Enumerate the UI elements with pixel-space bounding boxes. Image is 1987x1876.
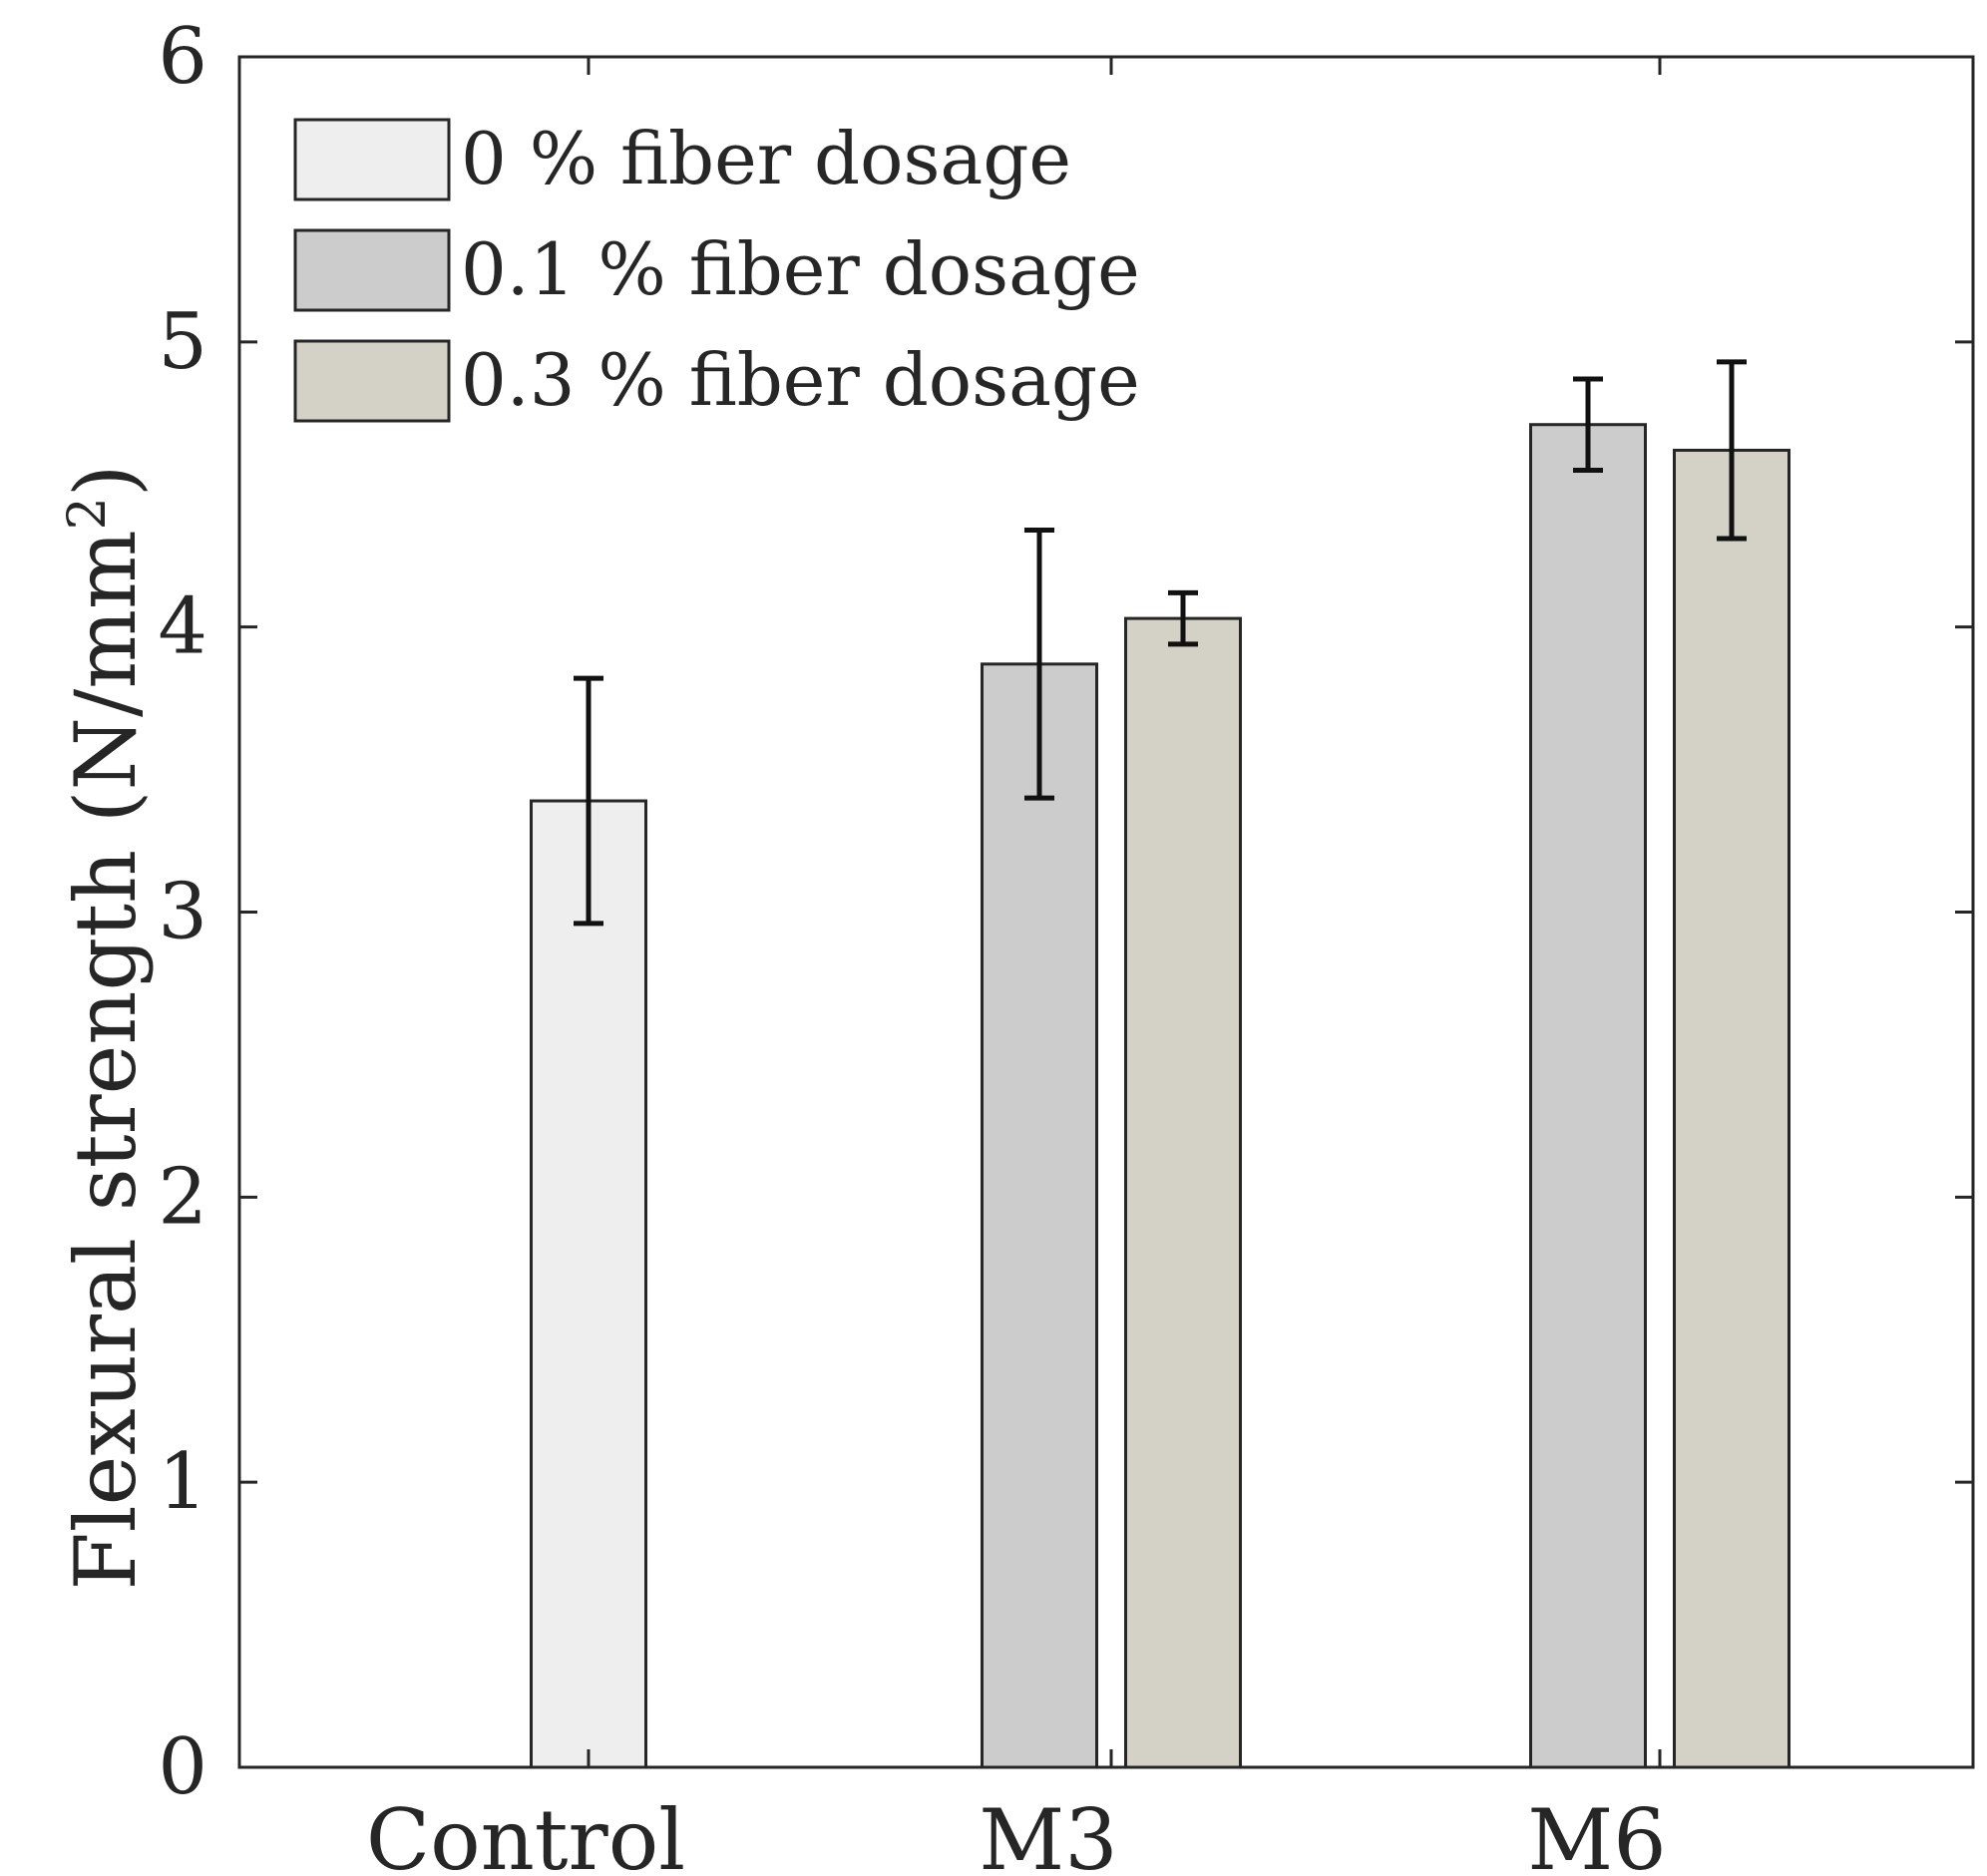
y-tick-label-2: 2 <box>158 1152 207 1242</box>
bar-m6-0-1-fiber-dosage <box>1529 423 1647 1769</box>
category-labels-layer: Control M3 M6 <box>366 57 1667 1876</box>
bar-m3-0-3-fiber-dosage <box>1124 616 1242 1769</box>
y-tick-label-0: 0 <box>158 1722 207 1812</box>
legend-swatch-1 <box>293 118 451 201</box>
legend: 0 % fiber dosage 0.1 % fiber dosage 0.3 % … <box>293 117 1140 423</box>
y-axis-label-superscript: 2 <box>58 497 118 530</box>
y-tick-label-5: 5 <box>158 297 207 387</box>
bars-layer <box>530 423 1790 1769</box>
bar-m3-0-1-fiber-dosage <box>981 662 1098 1769</box>
bar-m6-0-3-fiber-dosage <box>1673 448 1790 1769</box>
legend-swatch-3 <box>293 339 451 423</box>
y-tick-label-6: 6 <box>158 12 207 102</box>
x-category-label-control: Control <box>366 1791 685 1876</box>
y-ticks-layer: 0 1 2 3 4 5 6 <box>158 12 1973 1812</box>
x-category-label-m3: M3 <box>979 1791 1117 1876</box>
x-category-label-m6: M6 <box>1527 1791 1666 1876</box>
y-axis-label-main: Flexural strength (N/mm <box>57 530 155 1590</box>
legend-label-1: 0 % fiber dosage <box>461 117 1071 200</box>
y-axis-label: Flexural strength (N/mm2) <box>57 464 155 1590</box>
y-tick-label-1: 1 <box>158 1437 207 1527</box>
y-axis-label-suffix: ) <box>57 464 155 497</box>
y-tick-label-4: 4 <box>158 582 207 672</box>
legend-swatch-2 <box>293 228 451 312</box>
bar-control-0-fiber-dosage <box>530 799 647 1769</box>
legend-label-3: 0.3 % fiber dosage <box>461 338 1140 422</box>
error-bars-layer <box>574 359 1747 927</box>
y-tick-label-3: 3 <box>158 868 207 957</box>
legend-label-2: 0.1 % fiber dosage <box>461 227 1140 311</box>
